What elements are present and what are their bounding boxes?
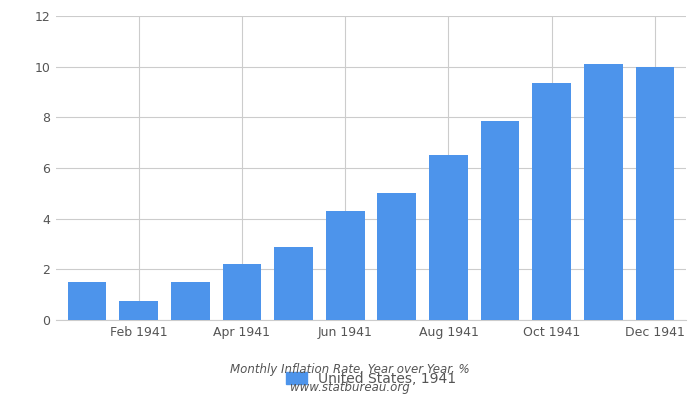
Bar bbox=[429, 155, 468, 320]
Bar bbox=[223, 264, 261, 320]
Bar bbox=[636, 67, 674, 320]
Text: www.statbureau.org: www.statbureau.org bbox=[290, 382, 410, 394]
Legend: United States, 1941: United States, 1941 bbox=[281, 366, 461, 392]
Bar bbox=[68, 282, 106, 320]
Bar bbox=[584, 64, 623, 320]
Bar bbox=[171, 282, 209, 320]
Bar bbox=[274, 246, 313, 320]
Bar bbox=[377, 193, 416, 320]
Text: Monthly Inflation Rate, Year over Year, %: Monthly Inflation Rate, Year over Year, … bbox=[230, 364, 470, 376]
Bar bbox=[533, 83, 571, 320]
Bar bbox=[326, 211, 365, 320]
Bar bbox=[481, 121, 519, 320]
Bar bbox=[119, 301, 158, 320]
